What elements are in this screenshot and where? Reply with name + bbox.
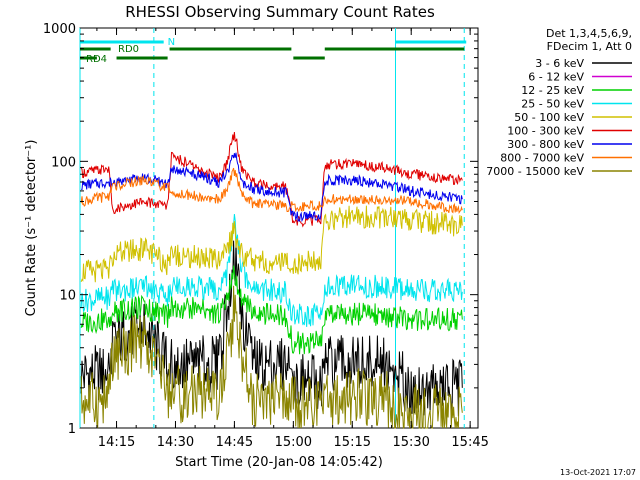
legend-header-line-1: Det 1,3,4,5,6,9, (546, 27, 632, 40)
legend-label: 800 - 7000 keV (500, 152, 584, 165)
series-line-4 (80, 205, 463, 283)
legend-label: 25 - 50 keV (521, 98, 584, 111)
series-line-5 (80, 131, 463, 228)
axis-layer: 14:15 14:30 14:45 15:00 15:15 15:30 15:45 1 10 10… (43, 22, 489, 450)
x-tick-label: 14:45 (216, 435, 253, 450)
x-tick-label: 15:00 (275, 435, 312, 450)
footer-timestamp: 13-Oct-2021 17:07 (560, 468, 636, 477)
series-layer (80, 131, 463, 430)
legend-label: 100 - 300 keV (507, 125, 584, 138)
series-line-8 (80, 285, 463, 430)
x-tick-label: 15:45 (451, 435, 488, 450)
chart-title: RHESSI Observing Summary Count Rates (125, 3, 435, 21)
y-tick-label: 1000 (43, 22, 76, 37)
y-tick-label: 1 (68, 422, 76, 437)
legend-label: 300 - 800 keV (507, 138, 584, 151)
series-line-6 (81, 152, 463, 223)
legend-label: 50 - 100 keV (514, 111, 584, 124)
y-axis-label: Count Rate (s⁻¹ detector⁻¹) (24, 140, 39, 317)
y-tick-label: 10 (59, 289, 76, 304)
legend-label: 12 - 25 keV (521, 84, 584, 97)
x-tick-label: 15:30 (392, 435, 429, 450)
series-line-7 (80, 167, 463, 214)
x-axis-label: Start Time (20-Jan-08 14:05:42) (175, 455, 383, 470)
legend-label: 7000 - 15000 keV (486, 165, 584, 178)
series-line-3 (80, 213, 463, 327)
y-tick-label: 100 (51, 155, 76, 170)
legend-label: 6 - 12 keV (528, 71, 584, 84)
flag-label-n: N (168, 37, 175, 48)
legend-label: 3 - 6 keV (535, 57, 584, 70)
x-tick-label: 14:15 (98, 435, 135, 450)
legend-header-line-2: FDecim 1, Att 0 (547, 40, 632, 53)
flag-label-rd4: RD4 (86, 54, 107, 65)
x-tick-label: 14:30 (157, 435, 194, 450)
series-line-2 (80, 265, 463, 355)
x-tick-label: 15:15 (334, 435, 371, 450)
flag-label-rd0: RD0 (118, 44, 139, 55)
